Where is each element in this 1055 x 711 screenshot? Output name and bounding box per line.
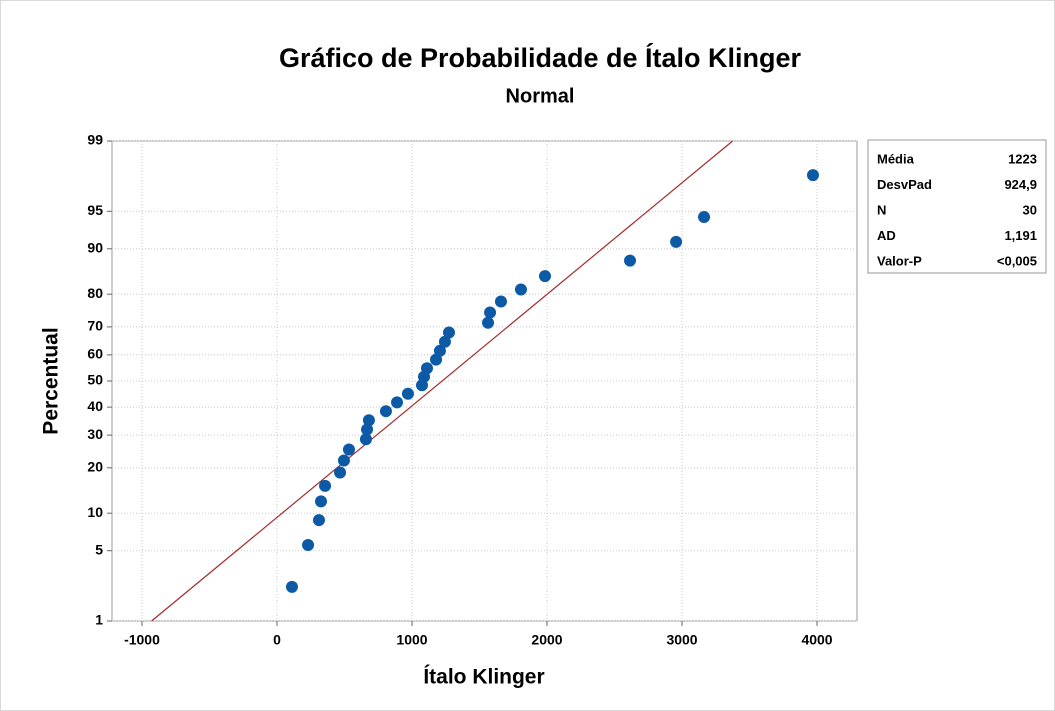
fit-line: [151, 140, 733, 622]
data-point: [314, 495, 327, 508]
x-tick-label: 3000: [666, 632, 697, 648]
data-point: [806, 169, 819, 182]
x-tick-label: 4000: [801, 632, 832, 648]
data-point: [359, 433, 372, 446]
y-tick-label: 5: [95, 541, 103, 557]
y-tick-label: 80: [87, 285, 103, 301]
y-tick-label: 95: [87, 202, 103, 218]
y-tick-label: 30: [87, 426, 103, 442]
x-tick-label: -1000: [124, 632, 160, 648]
data-point: [342, 443, 355, 456]
data-point: [670, 235, 683, 248]
stat-value: 1,191: [1004, 228, 1037, 243]
chart-title: Gráfico de Probabilidade de Ítalo Klinge…: [279, 42, 802, 73]
y-axis-label: Percentual: [40, 327, 63, 434]
data-point: [484, 306, 497, 319]
chart-subtitle: Normal: [506, 85, 575, 107]
stat-name: Média: [877, 151, 915, 166]
y-tick-label: 40: [87, 398, 103, 414]
data-point: [514, 283, 527, 296]
y-tick-label: 10: [87, 504, 103, 520]
data-point: [538, 270, 551, 283]
data-point: [442, 326, 455, 339]
data-point: [302, 539, 315, 552]
y-tick-label: 20: [87, 459, 103, 475]
y-tick-label: 90: [87, 239, 103, 255]
x-tick-label: 2000: [531, 632, 562, 648]
data-point: [420, 362, 433, 375]
data-point: [312, 514, 325, 527]
stat-name: Valor-P: [877, 253, 922, 268]
y-tick-label: 70: [87, 318, 103, 334]
y-tick-label: 99: [87, 132, 103, 148]
y-tick-label: 60: [87, 346, 103, 362]
data-point: [438, 335, 451, 348]
data-point: [433, 344, 446, 357]
data-point: [494, 295, 507, 308]
y-tick-label: 1: [95, 612, 103, 628]
stat-name: N: [877, 202, 886, 217]
data-point: [285, 580, 298, 593]
data-point: [391, 396, 404, 409]
stat-name: AD: [877, 228, 896, 243]
data-point: [361, 423, 374, 436]
data-point: [379, 405, 392, 418]
x-tick-label: 1000: [396, 632, 427, 648]
stat-name: DesvPad: [877, 177, 932, 192]
stat-value: 30: [1023, 202, 1037, 217]
data-point: [334, 466, 347, 479]
data-point: [319, 479, 332, 492]
stat-value: 1223: [1008, 151, 1037, 166]
data-point: [482, 316, 495, 329]
data-point: [401, 387, 414, 400]
x-tick-label: 0: [273, 632, 281, 648]
x-axis-label: Ítalo Klinger: [423, 666, 544, 689]
data-point: [624, 254, 637, 267]
stats-box: [867, 139, 1047, 274]
stat-value: <0,005: [997, 253, 1037, 268]
data-point: [698, 210, 711, 223]
data-point: [337, 454, 350, 467]
y-tick-label: 50: [87, 372, 103, 388]
stat-value: 924,9: [1004, 177, 1037, 192]
data-point: [362, 414, 375, 427]
